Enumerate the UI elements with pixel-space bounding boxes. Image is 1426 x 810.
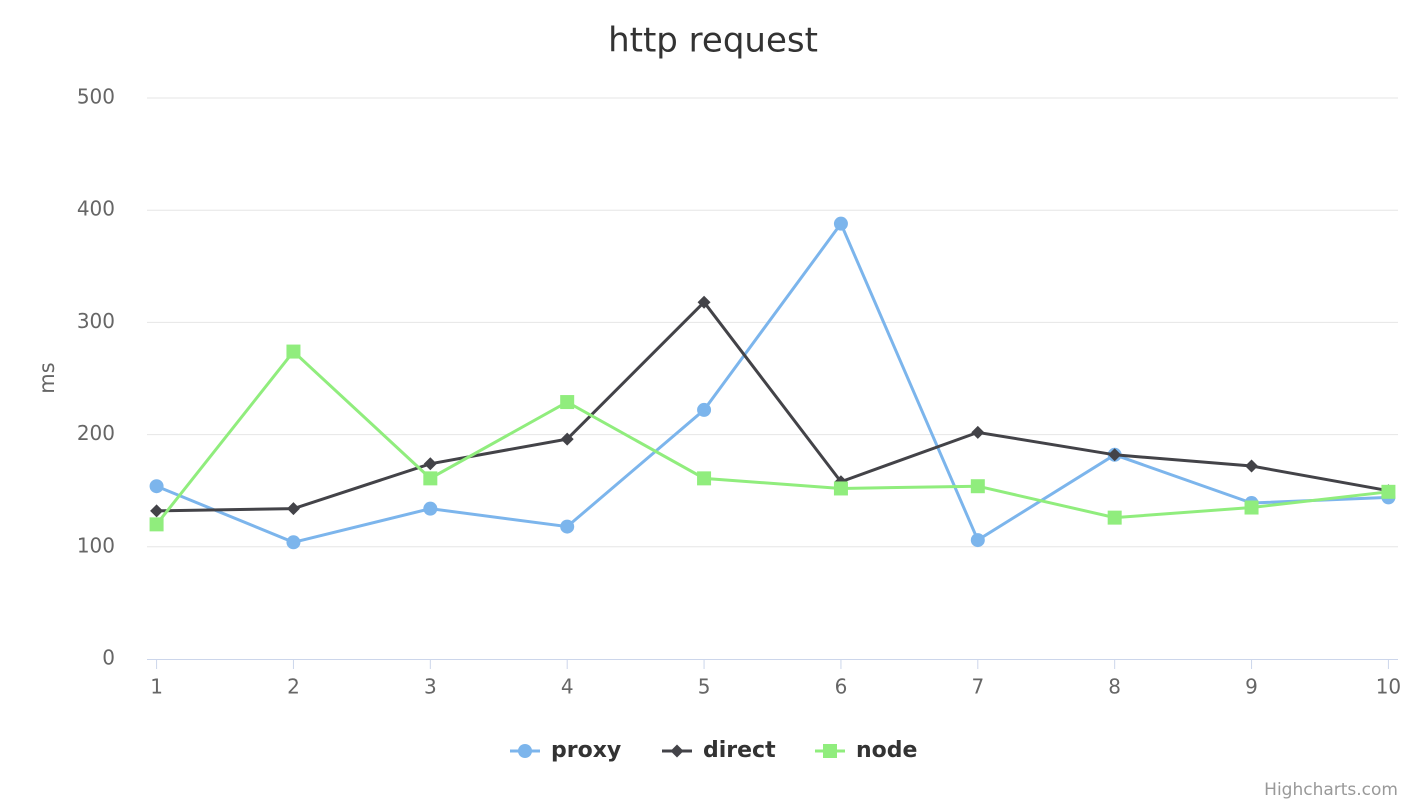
marker <box>1244 500 1259 515</box>
marker <box>286 535 301 550</box>
x-tick-label: 10 <box>1376 675 1401 699</box>
marker <box>423 471 438 486</box>
marker <box>1107 510 1122 525</box>
legend-item[interactable]: proxy <box>510 738 621 763</box>
marker <box>833 481 848 496</box>
y-tick-label: 400 <box>77 197 115 221</box>
y-tick-label: 300 <box>77 309 115 333</box>
x-tick-label: 3 <box>424 675 437 699</box>
x-tick-label: 7 <box>971 675 984 699</box>
legend-label: proxy <box>551 738 621 763</box>
series-line <box>155 349 1389 526</box>
marker <box>149 479 164 494</box>
x-tick-label: 2 <box>287 675 300 699</box>
marker <box>970 479 985 494</box>
y-tick-label: 200 <box>77 421 115 445</box>
marker <box>823 744 837 758</box>
x-tick-label: 8 <box>1108 675 1121 699</box>
marker <box>670 744 684 758</box>
marker <box>560 395 575 410</box>
x-tick-label: 6 <box>835 675 848 699</box>
marker <box>423 457 437 471</box>
legend-item[interactable]: node <box>815 738 917 763</box>
marker <box>286 502 300 516</box>
y-tick-label: 0 <box>102 646 115 670</box>
legend-label: node <box>856 738 917 763</box>
x-tick-label: 1 <box>150 675 163 699</box>
marker <box>1381 484 1396 499</box>
marker <box>1108 448 1122 462</box>
marker <box>697 402 712 417</box>
marker <box>970 533 985 548</box>
marker <box>518 744 532 758</box>
legend-label: direct <box>703 738 776 763</box>
y-tick-label: 100 <box>77 533 115 557</box>
series-line <box>156 299 1389 513</box>
marker <box>149 517 164 532</box>
marker <box>423 501 438 516</box>
y-tick-label: 500 <box>77 85 115 109</box>
marker <box>1245 459 1259 473</box>
marker <box>560 519 575 534</box>
marker <box>560 432 574 446</box>
legend-item[interactable]: direct <box>662 738 776 763</box>
marker <box>697 471 712 486</box>
series-line <box>156 220 1389 544</box>
x-tick-label: 9 <box>1245 675 1258 699</box>
credits[interactable]: Highcharts.com <box>1264 780 1398 800</box>
chart-title: http request <box>608 21 818 61</box>
x-tick-label: 5 <box>698 675 711 699</box>
marker <box>150 504 164 518</box>
marker <box>833 216 848 231</box>
marker <box>697 295 711 309</box>
marker <box>286 344 301 359</box>
x-tick-label: 4 <box>561 675 574 699</box>
y-axis-title: ms <box>35 362 59 393</box>
marker <box>971 425 985 439</box>
